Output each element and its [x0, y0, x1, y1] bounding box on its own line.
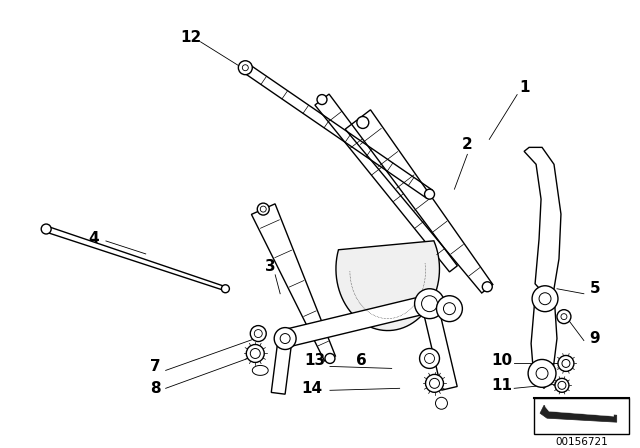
Circle shape [280, 334, 290, 344]
Circle shape [426, 375, 444, 392]
Circle shape [415, 289, 444, 319]
Polygon shape [283, 295, 431, 347]
Polygon shape [422, 302, 457, 390]
Polygon shape [531, 289, 557, 388]
Circle shape [250, 349, 260, 358]
Circle shape [436, 296, 462, 322]
Text: 6: 6 [356, 353, 367, 368]
Text: 7: 7 [150, 359, 161, 374]
Text: 4: 4 [89, 232, 99, 246]
Text: 12: 12 [180, 30, 201, 45]
Text: 1: 1 [519, 80, 529, 95]
Text: 5: 5 [589, 281, 600, 296]
Circle shape [561, 314, 567, 319]
Circle shape [257, 203, 269, 215]
Circle shape [424, 189, 435, 199]
Circle shape [539, 293, 551, 305]
Circle shape [250, 326, 266, 341]
Circle shape [424, 353, 435, 363]
Polygon shape [271, 338, 292, 394]
Circle shape [420, 349, 440, 368]
Circle shape [246, 345, 264, 362]
Polygon shape [336, 241, 440, 331]
Circle shape [221, 285, 229, 293]
Circle shape [243, 65, 248, 71]
Circle shape [532, 286, 558, 312]
Text: 10: 10 [492, 353, 513, 368]
Circle shape [557, 310, 571, 323]
Polygon shape [540, 405, 617, 422]
Circle shape [238, 61, 252, 75]
Circle shape [562, 359, 570, 367]
Text: 2: 2 [462, 137, 473, 152]
Circle shape [555, 379, 569, 392]
Circle shape [254, 330, 262, 337]
Polygon shape [545, 406, 614, 416]
Circle shape [528, 359, 556, 388]
Circle shape [422, 296, 438, 312]
Circle shape [357, 116, 369, 129]
Circle shape [41, 224, 51, 234]
Circle shape [274, 327, 296, 349]
Text: 8: 8 [150, 381, 161, 396]
Circle shape [260, 206, 266, 212]
Text: 11: 11 [492, 378, 513, 393]
Circle shape [435, 397, 447, 409]
Circle shape [558, 381, 566, 389]
Text: 3: 3 [265, 259, 276, 274]
Circle shape [483, 282, 492, 292]
Circle shape [325, 353, 335, 363]
Text: 00156721: 00156721 [555, 437, 608, 447]
Bar [534, 398, 628, 434]
Text: 9: 9 [589, 331, 600, 346]
Polygon shape [524, 147, 561, 294]
Circle shape [558, 355, 574, 371]
Circle shape [429, 379, 440, 388]
Polygon shape [252, 366, 268, 375]
Circle shape [536, 367, 548, 379]
Circle shape [317, 95, 327, 104]
Text: 14: 14 [301, 381, 323, 396]
Circle shape [444, 303, 456, 314]
Text: 13: 13 [305, 353, 326, 368]
